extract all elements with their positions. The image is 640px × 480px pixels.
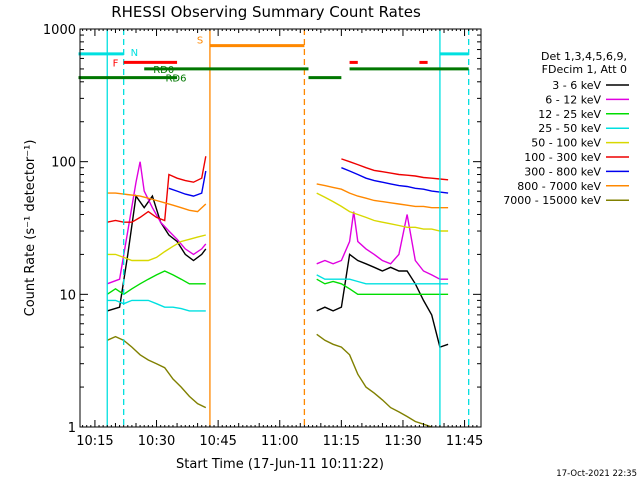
y-axis-label: Count Rate (s⁻¹ detector⁻¹)	[23, 140, 38, 317]
legend-entry-12-25: 12 - 25 keV	[538, 108, 601, 121]
flag-label-f: F	[113, 58, 119, 69]
series-line-25-50-seg1	[107, 299, 206, 312]
x-tick-label: 10:15	[76, 434, 113, 449]
legend-entry-50-100: 50 - 100 keV	[531, 137, 601, 150]
y-tick-label: 1000	[43, 23, 76, 38]
x-axis-ticks: 10:15 10:30 10:45 11:00 11:15 11:30 11:45	[76, 29, 483, 449]
legend-entry-800-7000: 800 - 7000 keV	[517, 180, 601, 193]
flag-label-s: S	[197, 36, 203, 47]
flag-label-n: N	[131, 48, 138, 59]
y-axis-ticks: 1 10 100 1000	[43, 23, 481, 436]
series-layer	[106, 156, 449, 428]
x-axis-label: Start Time (17-Jun-11 10:11:22)	[176, 457, 384, 472]
x-tick-label: 11:00	[261, 434, 298, 449]
series-line-800-7000-seg2	[316, 183, 449, 209]
legend: Det 1,3,4,5,6,9,FDecim 1, Att 0 3 - 6 keV…	[503, 50, 629, 207]
series-line-100-300-seg1	[107, 156, 207, 223]
series-line-300-800-seg1	[168, 170, 207, 197]
series-line-25-50-seg2	[316, 274, 449, 285]
series-line-6-12-seg1	[106, 161, 207, 285]
flag-label-rd0: RD0	[153, 65, 174, 76]
y-tick-label: 10	[59, 288, 76, 303]
x-tick-label: 10:45	[199, 434, 236, 449]
legend-entry-25-50: 25 - 50 keV	[538, 122, 601, 135]
x-tick-label: 11:15	[323, 434, 360, 449]
flag-label-rd6: RD6	[165, 74, 186, 85]
chart-title: RHESSI Observing Summary Count Rates	[111, 3, 421, 21]
series-line-100-300-seg2	[341, 158, 449, 181]
plot-frame	[79, 28, 482, 428]
series-line-6-12-seg2	[316, 211, 449, 280]
series-line-7000-15000-seg1	[106, 335, 207, 409]
series-line-3-6-seg2	[316, 253, 449, 349]
series-line-300-800-seg2	[341, 167, 449, 194]
vertical-markers	[106, 29, 470, 427]
series-line-50-100-seg1	[107, 234, 206, 262]
timestamp: 17-Oct-2021 22:35	[556, 469, 637, 479]
legend-header-2: FDecim 1, Att 0	[542, 63, 627, 76]
legend-entry-300-800: 300 - 800 keV	[524, 165, 601, 178]
x-tick-label: 11:45	[446, 434, 483, 449]
legend-entry-7000-15000: 7000 - 15000 keV	[503, 194, 601, 207]
legend-header-1: Det 1,3,4,5,6,9,	[541, 50, 627, 63]
series-line-7000-15000-seg2	[316, 333, 432, 428]
series-line-12-25-seg2	[316, 278, 449, 295]
legend-entry-6-12: 6 - 12 keV	[545, 93, 601, 106]
legend-entry-3-6: 3 - 6 keV	[552, 79, 601, 92]
y-tick-label: 1	[68, 421, 76, 436]
x-tick-label: 10:30	[138, 434, 175, 449]
y-tick-label: 100	[51, 156, 76, 171]
legend-entry-100-300: 100 - 300 keV	[524, 151, 601, 164]
series-line-50-100-seg2	[316, 192, 449, 232]
x-tick-label: 11:30	[384, 434, 421, 449]
